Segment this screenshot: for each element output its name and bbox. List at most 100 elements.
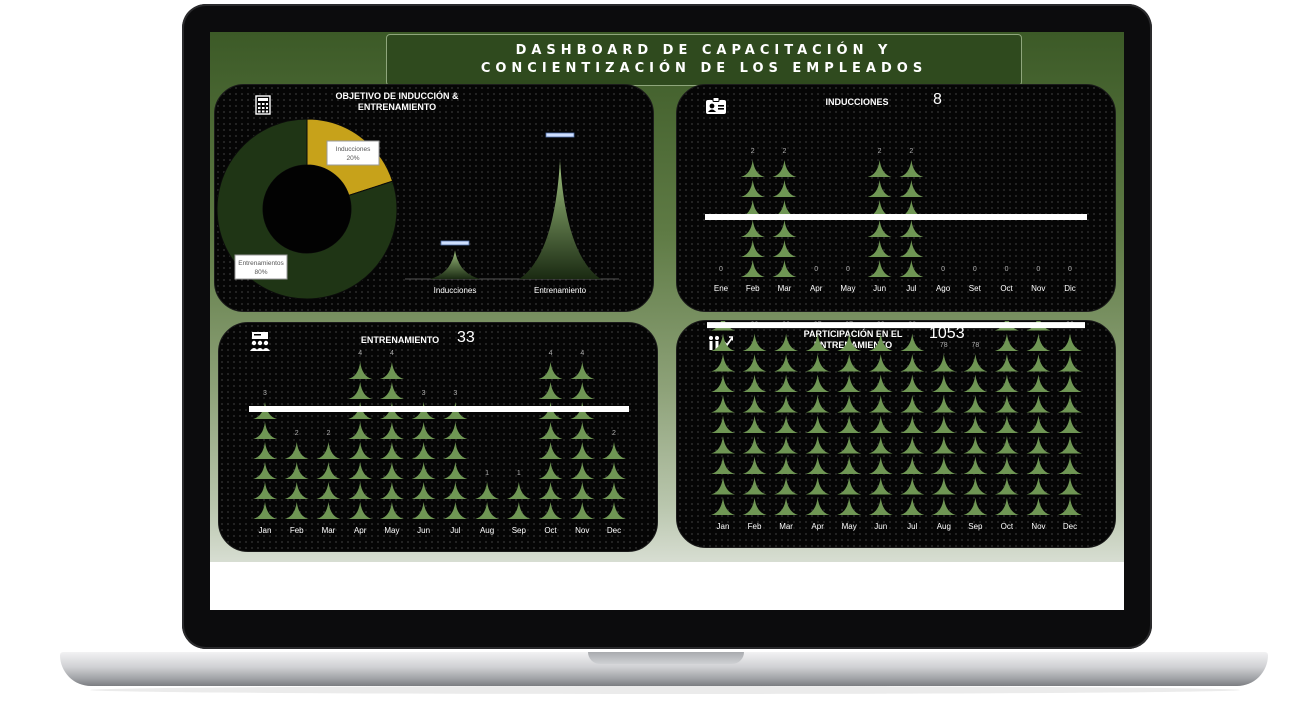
inducciones-spike-feb-4 bbox=[740, 200, 765, 217]
participacion-spike-aug-3 bbox=[931, 456, 956, 474]
participacion-title-line1: PARTICIPACIÓN EN EL bbox=[803, 329, 903, 339]
entrenamiento-value-jul: 3 bbox=[453, 390, 457, 397]
participacion-spike-sep-7 bbox=[963, 374, 988, 392]
participacion-spike-nov-4 bbox=[1026, 436, 1051, 454]
entrenamiento-spike-may-5 bbox=[379, 422, 404, 439]
entrenamiento-spike-apr-5 bbox=[348, 422, 373, 439]
inducciones-value-nov: 0 bbox=[1036, 266, 1040, 273]
entrenamiento-spike-aug-1 bbox=[475, 502, 500, 519]
id-card-icon bbox=[705, 97, 727, 114]
entrenamiento-spike-nov-4 bbox=[570, 442, 595, 459]
participacion-spike-nov-5 bbox=[1026, 415, 1051, 433]
participacion-spike-jun-9 bbox=[868, 333, 893, 351]
donut-hole bbox=[263, 165, 351, 253]
participacion-spike-feb-2 bbox=[742, 477, 767, 495]
participacion-xlabel-dec: Dec bbox=[1063, 522, 1077, 531]
participacion-spike-mar-9 bbox=[774, 333, 799, 351]
participacion-spike-jul-5 bbox=[900, 415, 925, 433]
entrenamiento-value-jun: 3 bbox=[422, 390, 426, 397]
donut-label-name-0: Inducciones bbox=[336, 146, 371, 153]
participacion-spike-dec-6 bbox=[1058, 395, 1082, 413]
entrenamiento-spike-oct-1 bbox=[538, 502, 563, 519]
inducciones-xlabel-nov: Nov bbox=[1031, 284, 1045, 293]
dashboard-title-line2: CONCIENTIZACIÓN DE LOS EMPLEADOS bbox=[480, 61, 928, 76]
inducciones-value-feb: 2 bbox=[751, 148, 755, 155]
entrenamiento-value-mar: 2 bbox=[327, 430, 331, 437]
entrenamiento-spike-jun-1 bbox=[411, 502, 436, 519]
participacion-spike-jul-6 bbox=[900, 395, 925, 413]
objetivo-chart: Inducciones 20% Entrenamientos 80% Induccion… bbox=[216, 118, 619, 300]
participacion-xlabel-nov: Nov bbox=[1031, 522, 1045, 531]
participacion-spike-aug-6 bbox=[931, 395, 956, 413]
inducciones-spike-jul-1 bbox=[899, 260, 924, 277]
entrenamiento-spike-apr-1 bbox=[348, 502, 373, 519]
participacion-spike-jul-8 bbox=[900, 354, 925, 372]
entrenamiento-spike-mar-1 bbox=[316, 502, 341, 519]
participacion-xlabel-feb: Feb bbox=[748, 522, 762, 531]
inducciones-value-may: 0 bbox=[846, 266, 850, 273]
participacion-xlabel-jun: Jun bbox=[874, 522, 887, 531]
entrenamiento-spike-nov-3 bbox=[570, 462, 595, 479]
inducciones-xlabel-apr: Apr bbox=[810, 284, 823, 293]
entrenamiento-spike-apr-8 bbox=[348, 362, 373, 379]
entrenamiento-spike-dec-3 bbox=[602, 462, 626, 479]
participacion-xlabel-jul: Jul bbox=[907, 522, 917, 531]
participacion-spike-aug-5 bbox=[931, 415, 956, 433]
participacion-spike-may-6 bbox=[837, 395, 862, 413]
entrenamiento-spike-jul-2 bbox=[443, 482, 468, 499]
entrenamiento-spike-may-2 bbox=[379, 482, 404, 499]
calculator-icon bbox=[255, 95, 271, 115]
inducciones-spike-feb-2 bbox=[740, 240, 765, 257]
participacion-spike-may-2 bbox=[837, 477, 862, 495]
participacion-spike-feb-4 bbox=[742, 436, 767, 454]
inducciones-xlabel-set: Set bbox=[969, 284, 982, 293]
participacion-chart: 95Jan90Feb90Mar87Apr87May83Jun82Jul78Aug… bbox=[707, 321, 1085, 531]
participacion-spike-mar-7 bbox=[774, 374, 799, 392]
panel-entrenamiento: ENTRENAMIENTO 33 3 Jan 2 Feb 2 Mar 4 Apr 4 May 3 Ju… bbox=[218, 322, 658, 552]
dashboard-title-line1: DASHBOARD DE CAPACITACIÓN Y bbox=[515, 43, 893, 58]
participacion-xlabel-mar: Mar bbox=[779, 522, 793, 531]
participacion-spike-apr-4 bbox=[805, 436, 830, 454]
training-group-icon bbox=[249, 331, 271, 351]
inducciones-total: 8 bbox=[933, 91, 942, 108]
participacion-spike-nov-6 bbox=[1026, 395, 1051, 413]
inducciones-value-set: 0 bbox=[973, 266, 977, 273]
participacion-spike-jan-5 bbox=[711, 415, 735, 433]
participacion-spike-sep-4 bbox=[963, 436, 988, 454]
inducciones-value-apr: 0 bbox=[814, 266, 818, 273]
participacion-spike-dec-5 bbox=[1058, 415, 1082, 433]
entrenamiento-value-nov: 4 bbox=[580, 350, 584, 357]
participacion-spike-jul-7 bbox=[900, 374, 925, 392]
participacion-spike-jun-6 bbox=[868, 395, 893, 413]
entrenamiento-spike-sep-2 bbox=[506, 482, 531, 499]
entrenamiento-spike-jul-3 bbox=[443, 462, 468, 479]
participacion-spike-nov-2 bbox=[1026, 477, 1051, 495]
entrenamiento-value-feb: 2 bbox=[295, 430, 299, 437]
participacion-spike-jan-8 bbox=[711, 354, 735, 372]
participacion-spike-jan-6 bbox=[711, 395, 735, 413]
objetivo-xlabel-0: Inducciones bbox=[434, 286, 477, 295]
donut-label-pct-0: 20% bbox=[346, 155, 359, 162]
entrenamiento-spike-oct-3 bbox=[538, 462, 563, 479]
objetivo-title: OBJETIVO DE INDUCCIÓN & ENTRENAMIENTO bbox=[307, 91, 487, 113]
inducciones-spike-jul-2 bbox=[899, 240, 924, 257]
participacion-spike-oct-6 bbox=[994, 395, 1019, 413]
objetivo-title-line1: OBJETIVO DE INDUCCIÓN & bbox=[335, 91, 459, 101]
participacion-spike-may-9 bbox=[837, 333, 862, 351]
inducciones-spike-jun-3 bbox=[867, 220, 892, 237]
inducciones-spike-feb-6 bbox=[740, 160, 765, 177]
inducciones-spike-jun-6 bbox=[867, 160, 892, 177]
donut-label-box-1 bbox=[234, 254, 288, 280]
participacion-spike-oct-3 bbox=[994, 456, 1019, 474]
entrenamiento-spike-jun-5 bbox=[411, 422, 436, 439]
entrenamiento-value-oct: 4 bbox=[549, 350, 553, 357]
participacion-spike-apr-5 bbox=[805, 415, 830, 433]
inducciones-value-dic: 0 bbox=[1068, 266, 1072, 273]
entrenamiento-spike-nov-7 bbox=[570, 382, 595, 399]
entrenamiento-spike-oct-5 bbox=[538, 422, 563, 439]
participacion-spike-jun-8 bbox=[868, 354, 893, 372]
participacion-spike-may-3 bbox=[837, 456, 862, 474]
participacion-spike-oct-5 bbox=[994, 415, 1019, 433]
entrenamiento-spike-aug-2 bbox=[475, 482, 500, 499]
participacion-spike-jun-7 bbox=[868, 374, 893, 392]
